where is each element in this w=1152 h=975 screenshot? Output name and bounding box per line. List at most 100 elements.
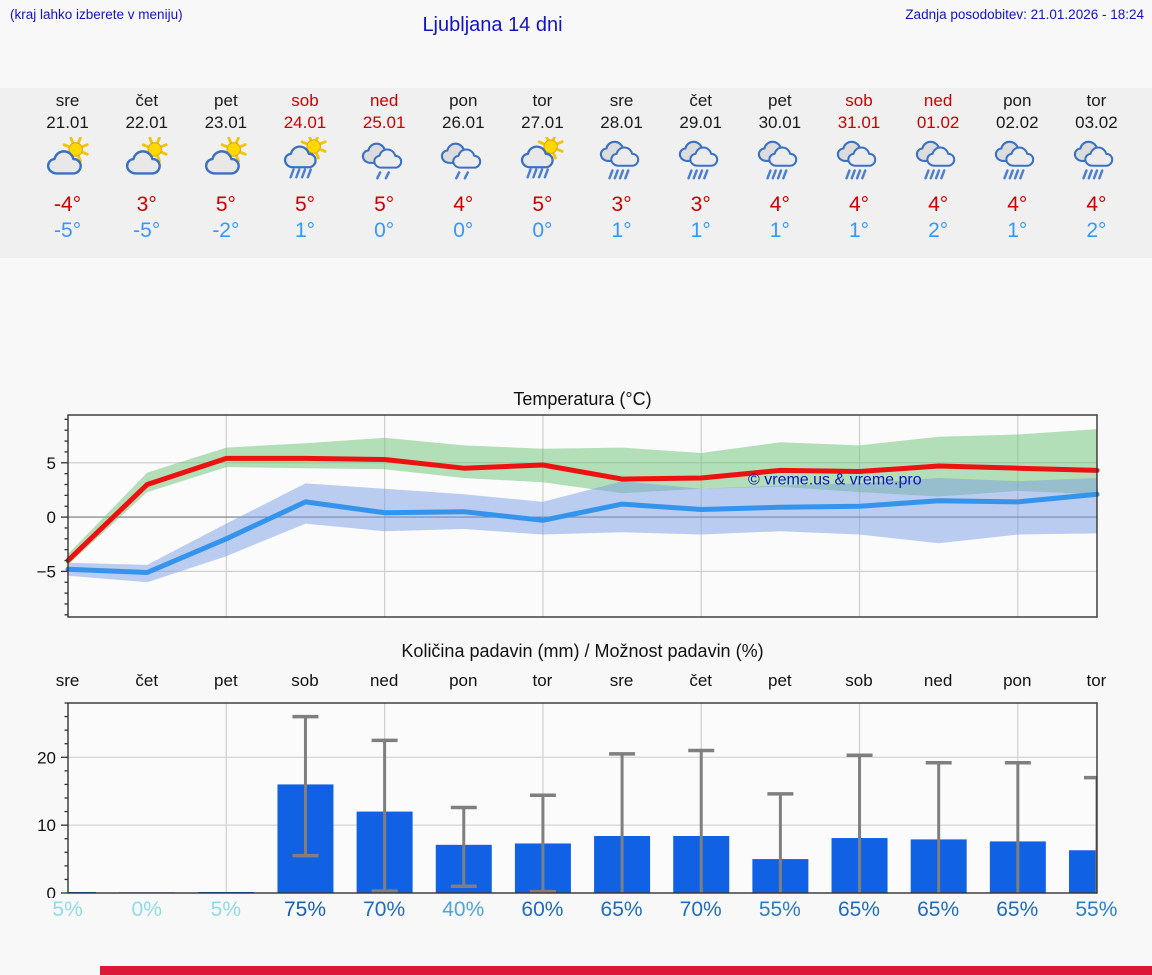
day-name-label: pon: [449, 91, 478, 110]
daily-forecast-strip: sre 21.01 -4° -5° čet 22.01 3° -5° pet 23.01 5° -2°…: [0, 88, 1152, 258]
day-date-label: 24.01: [283, 113, 327, 132]
high-range-band: [68, 429, 1097, 565]
forecast-day-column: sob 24.01 5° 1°: [265, 90, 344, 244]
y-tick-label: 5: [47, 454, 56, 473]
forecast-day-column: čet 22.01 3° -5°: [107, 90, 186, 244]
high-temp-label: 5°: [215, 193, 236, 216]
high-temp-label: 4°: [1007, 193, 1028, 216]
precip-day-label: ned: [923, 671, 953, 690]
low-temp-label: 1°: [1007, 219, 1028, 242]
low-temp-label: 1°: [611, 219, 632, 242]
low-temp-label: 2°: [1086, 219, 1107, 242]
menu-hint-note: (kraj lahko izberete v meniju): [10, 7, 183, 22]
precip-day-label: pon: [449, 671, 478, 690]
day-date-label: 23.01: [204, 113, 248, 132]
day-date-label: 29.01: [679, 113, 722, 132]
precip-percent-label: 5%: [52, 898, 83, 921]
day-name-label: ned: [369, 91, 399, 110]
forecast-day-column: sre 21.01 -4° -5°: [28, 90, 107, 244]
y-tick-label: −5: [37, 562, 56, 581]
precip-percent-label: 0%: [131, 898, 162, 921]
precip-percent-label: 55%: [758, 898, 801, 921]
low-temp-label: -5°: [133, 219, 161, 242]
day-name-label: pet: [214, 91, 238, 110]
precip-percent-label: 65%: [837, 898, 880, 921]
high-temp-label: 3°: [611, 193, 632, 216]
day-name-label: sob: [291, 91, 319, 110]
low-temp-label: -2°: [212, 219, 240, 242]
day-name-label: ned: [923, 91, 953, 110]
day-date-label: 01.02: [916, 113, 960, 132]
day-date-label: 02.02: [995, 113, 1039, 132]
precip-day-label: sob: [291, 671, 319, 690]
high-temp-label: 3°: [690, 193, 711, 216]
day-name-label: sre: [55, 91, 80, 110]
precip-percent-label: 40%: [442, 898, 485, 921]
precip-day-label: sre: [609, 671, 634, 690]
precipitation-chart: 0 10 20: [37, 702, 1098, 898]
cloud-rain-icon: [661, 137, 740, 187]
day-name-label: sob: [845, 91, 873, 110]
low-temp-label: 1°: [848, 219, 870, 242]
cloud-rain-icon: [1057, 137, 1136, 187]
low-temp-label: 1°: [769, 219, 790, 242]
day-name-label: čet: [135, 91, 159, 110]
low-temp-label: 0°: [374, 219, 395, 242]
high-temp-label: 5°: [374, 193, 395, 216]
temperature-chart-title: Temperatura (°C): [513, 389, 652, 409]
forecast-day-column: čet 29.01 3° 1°: [661, 90, 740, 244]
sun-cloud-icon: [28, 136, 107, 187]
precip-day-label: pet: [768, 671, 792, 690]
precip-day-label: čet: [689, 671, 713, 690]
day-date-label: 26.01: [442, 113, 485, 132]
precip-percent-label: 65%: [917, 898, 960, 921]
day-date-label: 25.01: [362, 113, 406, 132]
forecast-day-column: ned 25.01 5° 0°: [345, 90, 424, 244]
bottom-red-bar: [100, 966, 1152, 975]
day-date-label: 21.01: [46, 113, 89, 132]
forecast-day-column: pet 30.01 4° 1°: [740, 90, 819, 244]
forecast-day-column: tor 03.02 4° 2°: [1057, 90, 1136, 244]
low-temp-label: 0°: [453, 219, 474, 242]
forecast-day-column: tor 27.01 5° 0°: [503, 90, 582, 244]
watermark-link[interactable]: © vreme.us & vreme.pro: [748, 472, 922, 489]
forecast-day-column: sob 31.01 4° 1°: [819, 90, 898, 244]
y-tick-label: 0: [47, 884, 56, 898]
precip-day-label: sob: [845, 671, 873, 690]
forecast-day-column: pet 23.01 5° -2°: [186, 90, 265, 244]
precip-day-label: ned: [369, 671, 399, 690]
high-temp-label: 3°: [136, 193, 157, 216]
day-date-label: 28.01: [600, 113, 643, 132]
cloud-rain-icon: [899, 137, 978, 187]
high-temp-label: 4°: [848, 193, 870, 216]
low-temp-label: 0°: [532, 219, 553, 242]
day-date-label: 31.01: [837, 113, 881, 132]
day-name-label: sre: [609, 91, 634, 110]
day-name-label: tor: [1086, 91, 1107, 110]
precip-day-label: pet: [214, 671, 238, 690]
precip-percent-label: 65%: [600, 898, 643, 921]
day-name-label: tor: [532, 91, 553, 110]
precip-day-label: tor: [532, 671, 553, 690]
temperature-chart: −5 0 5 © vreme.us & vreme.pro: [37, 414, 1100, 618]
precip-percent-label: 65%: [996, 898, 1039, 921]
precip-day-label: sre: [55, 671, 80, 690]
forecast-day-column: pon 02.02 4° 1°: [978, 90, 1057, 244]
cloud-rain-icon: [978, 137, 1057, 187]
y-tick-label: 0: [47, 508, 56, 527]
low-temp-label: 2°: [928, 219, 949, 242]
high-temp-label: 4°: [769, 193, 790, 216]
day-name-label: pet: [768, 91, 792, 110]
forecast-day-column: sre 28.01 3° 1°: [582, 90, 661, 244]
day-date-label: 03.02: [1075, 113, 1118, 132]
high-temp-label: 4°: [453, 193, 474, 216]
day-date-label: 30.01: [758, 113, 802, 132]
day-date-label: 27.01: [521, 113, 564, 132]
cloud-light-rain-icon: [345, 137, 424, 187]
cloud-rain-icon: [582, 137, 661, 187]
high-temp-label: 5°: [532, 193, 553, 216]
cloud-rain-icon: [819, 137, 898, 187]
precip-percent-label: 75%: [283, 898, 326, 921]
precip-day-labels-row: sre čet pet sob ned pon tor sre čet pet sob ned pon t…: [28, 671, 1136, 691]
low-temp-label: 1°: [690, 219, 711, 242]
